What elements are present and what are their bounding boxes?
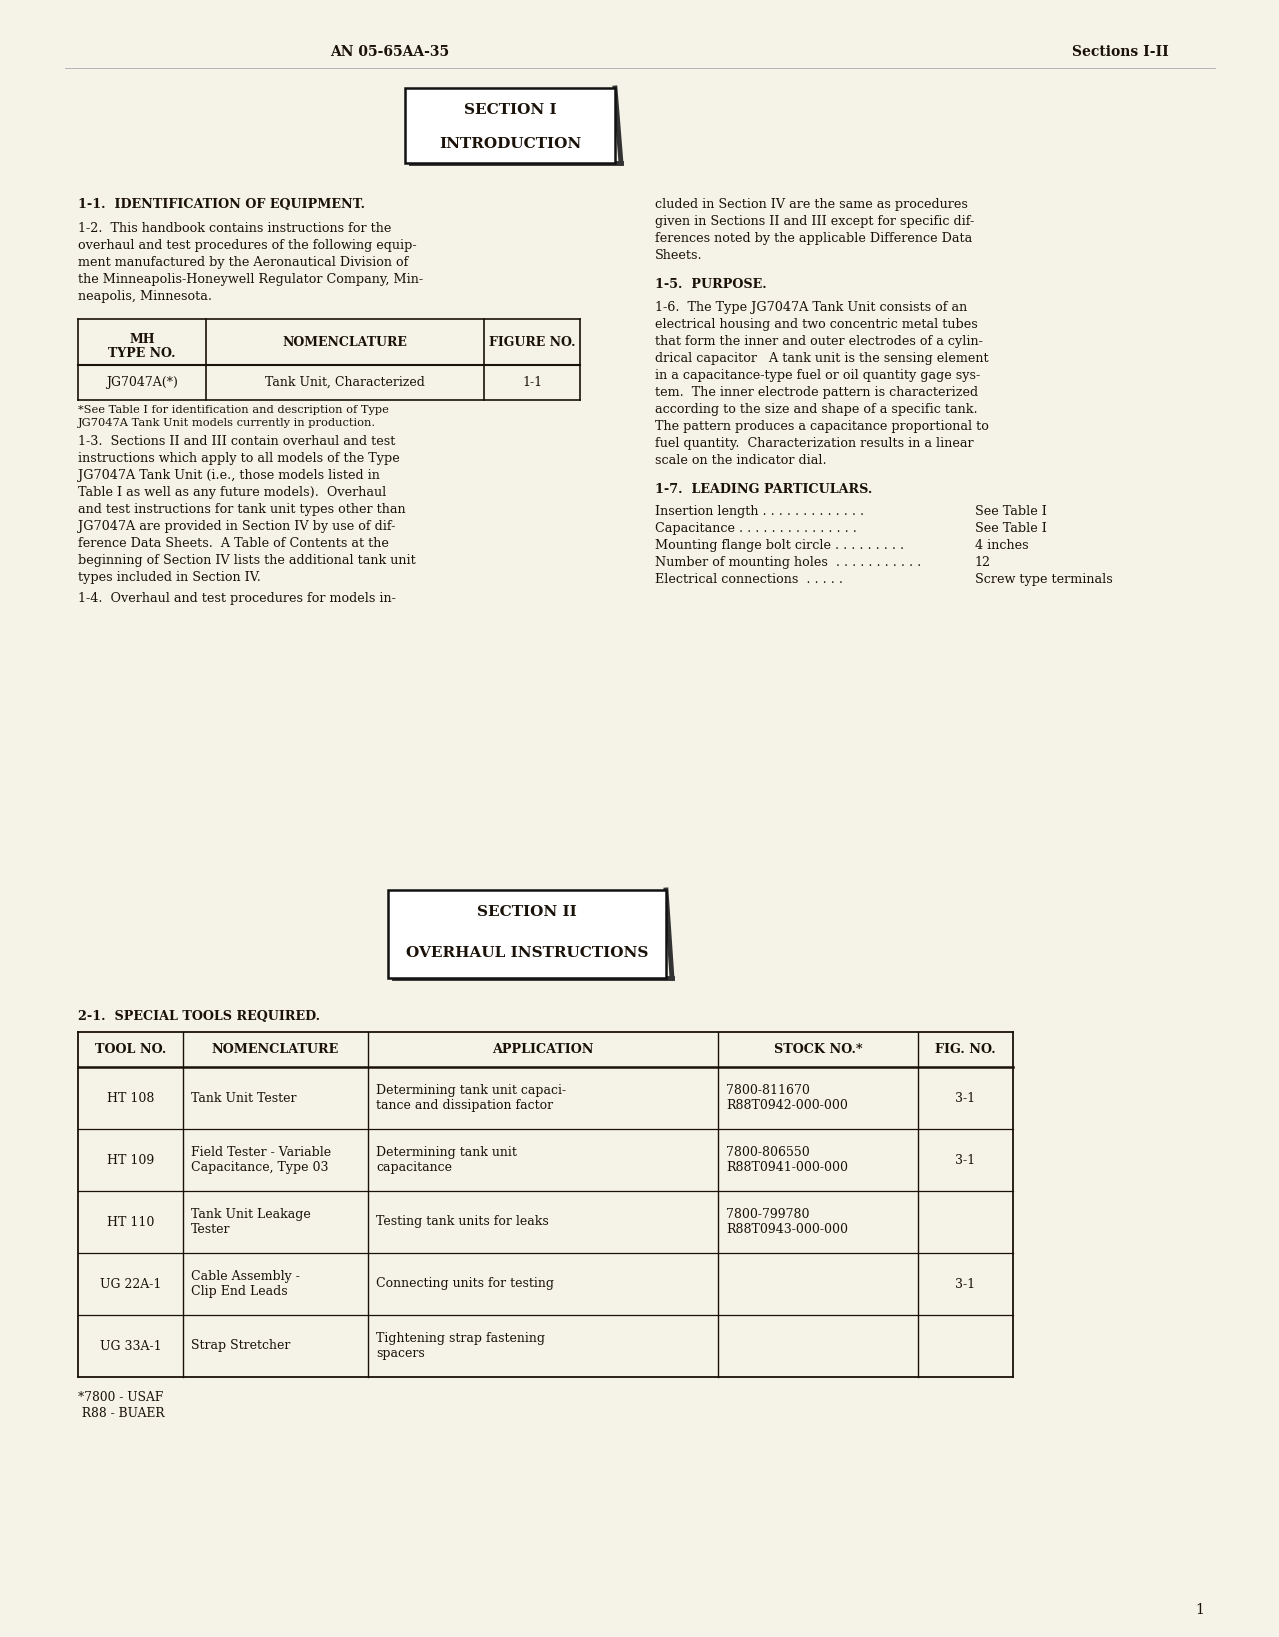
Text: STOCK NO.*: STOCK NO.* bbox=[774, 1043, 862, 1056]
Text: MH: MH bbox=[129, 332, 155, 345]
Text: UG 22A-1: UG 22A-1 bbox=[100, 1277, 161, 1290]
Text: Tightening strap fastening: Tightening strap fastening bbox=[376, 1333, 545, 1346]
Text: the Minneapolis-Honeywell Regulator Company, Min-: the Minneapolis-Honeywell Regulator Comp… bbox=[78, 273, 423, 286]
Text: 4 inches: 4 inches bbox=[975, 539, 1028, 552]
Text: beginning of Section IV lists the additional tank unit: beginning of Section IV lists the additi… bbox=[78, 553, 416, 566]
Text: TOOL NO.: TOOL NO. bbox=[95, 1043, 166, 1056]
Text: Mounting flange bolt circle . . . . . . . . .: Mounting flange bolt circle . . . . . . … bbox=[655, 539, 904, 552]
Text: Insertion length . . . . . . . . . . . . .: Insertion length . . . . . . . . . . . .… bbox=[655, 504, 865, 517]
Text: 1-6.  The Type JG7047A Tank Unit consists of an: 1-6. The Type JG7047A Tank Unit consists… bbox=[655, 301, 967, 314]
Text: UG 33A-1: UG 33A-1 bbox=[100, 1339, 161, 1352]
Text: 3-1: 3-1 bbox=[955, 1092, 976, 1105]
Text: HT 110: HT 110 bbox=[107, 1216, 155, 1228]
Text: Tester: Tester bbox=[191, 1223, 230, 1236]
Text: instructions which apply to all models of the Type: instructions which apply to all models o… bbox=[78, 452, 400, 465]
Text: See Table I: See Table I bbox=[975, 522, 1048, 535]
Text: 2-1.  SPECIAL TOOLS REQUIRED.: 2-1. SPECIAL TOOLS REQUIRED. bbox=[78, 1010, 320, 1023]
Text: JG7047A are provided in Section IV by use of dif-: JG7047A are provided in Section IV by us… bbox=[78, 521, 395, 534]
Text: INTRODUCTION: INTRODUCTION bbox=[439, 138, 581, 151]
Text: ment manufactured by the Aeronautical Division of: ment manufactured by the Aeronautical Di… bbox=[78, 255, 408, 268]
Text: See Table I: See Table I bbox=[975, 504, 1048, 517]
Text: 1-7.  LEADING PARTICULARS.: 1-7. LEADING PARTICULARS. bbox=[655, 483, 872, 496]
Text: 1-1.  IDENTIFICATION OF EQUIPMENT.: 1-1. IDENTIFICATION OF EQUIPMENT. bbox=[78, 198, 365, 211]
Text: FIG. NO.: FIG. NO. bbox=[935, 1043, 996, 1056]
Bar bbox=[388, 891, 666, 977]
Text: *7800 - USAF: *7800 - USAF bbox=[78, 1391, 164, 1405]
Text: R88T0943-000-000: R88T0943-000-000 bbox=[726, 1223, 848, 1236]
Text: Capacitance . . . . . . . . . . . . . . .: Capacitance . . . . . . . . . . . . . . … bbox=[655, 522, 857, 535]
Text: JG7047A Tank Unit (i.e., those models listed in: JG7047A Tank Unit (i.e., those models li… bbox=[78, 468, 380, 481]
Text: SECTION II: SECTION II bbox=[477, 905, 577, 918]
Text: spacers: spacers bbox=[376, 1347, 425, 1360]
Text: Table I as well as any future models).  Overhaul: Table I as well as any future models). O… bbox=[78, 486, 386, 499]
Text: Sheets.: Sheets. bbox=[655, 249, 702, 262]
Text: R88T0941-000-000: R88T0941-000-000 bbox=[726, 1161, 848, 1174]
Text: R88 - BUAER: R88 - BUAER bbox=[78, 1406, 165, 1419]
Text: 1-3.  Sections II and III contain overhaul and test: 1-3. Sections II and III contain overhau… bbox=[78, 435, 395, 449]
Text: Connecting units for testing: Connecting units for testing bbox=[376, 1277, 554, 1290]
Text: Tank Unit Tester: Tank Unit Tester bbox=[191, 1092, 297, 1105]
Text: JG7047A Tank Unit models currently in production.: JG7047A Tank Unit models currently in pr… bbox=[78, 417, 376, 427]
Text: according to the size and shape of a specific tank.: according to the size and shape of a spe… bbox=[655, 403, 977, 416]
Text: Tank Unit, Characterized: Tank Unit, Characterized bbox=[265, 377, 425, 390]
Text: AN 05-65AA-35: AN 05-65AA-35 bbox=[330, 44, 449, 59]
Text: 7800-811670: 7800-811670 bbox=[726, 1084, 810, 1097]
Text: neapolis, Minnesota.: neapolis, Minnesota. bbox=[78, 290, 212, 303]
Text: FIGURE NO.: FIGURE NO. bbox=[489, 336, 576, 349]
Text: scale on the indicator dial.: scale on the indicator dial. bbox=[655, 453, 826, 467]
Text: Electrical connections  . . . . .: Electrical connections . . . . . bbox=[655, 573, 843, 586]
Text: Cable Assembly -: Cable Assembly - bbox=[191, 1270, 299, 1283]
Text: 1-5.  PURPOSE.: 1-5. PURPOSE. bbox=[655, 278, 766, 291]
Text: APPLICATION: APPLICATION bbox=[492, 1043, 593, 1056]
Text: given in Sections II and III except for specific dif-: given in Sections II and III except for … bbox=[655, 214, 975, 228]
Text: 1: 1 bbox=[1196, 1603, 1205, 1617]
Text: that form the inner and outer electrodes of a cylin-: that form the inner and outer electrodes… bbox=[655, 336, 982, 349]
Text: *See Table I for identification and description of Type: *See Table I for identification and desc… bbox=[78, 404, 389, 416]
Text: Determining tank unit: Determining tank unit bbox=[376, 1146, 517, 1159]
Text: types included in Section IV.: types included in Section IV. bbox=[78, 571, 261, 584]
Text: The pattern produces a capacitance proportional to: The pattern produces a capacitance propo… bbox=[655, 421, 989, 434]
Text: 3-1: 3-1 bbox=[955, 1154, 976, 1167]
Text: in a capacitance-type fuel or oil quantity gage sys-: in a capacitance-type fuel or oil quanti… bbox=[655, 368, 980, 381]
Text: Capacitance, Type 03: Capacitance, Type 03 bbox=[191, 1161, 329, 1174]
Text: capacitance: capacitance bbox=[376, 1161, 451, 1174]
Text: HT 108: HT 108 bbox=[107, 1092, 155, 1105]
Text: drical capacitor   A tank unit is the sensing element: drical capacitor A tank unit is the sens… bbox=[655, 352, 989, 365]
Text: ferences noted by the applicable Difference Data: ferences noted by the applicable Differe… bbox=[655, 232, 972, 246]
Text: OVERHAUL INSTRUCTIONS: OVERHAUL INSTRUCTIONS bbox=[405, 946, 648, 959]
Text: ference Data Sheets.  A Table of Contents at the: ference Data Sheets. A Table of Contents… bbox=[78, 537, 389, 550]
Text: and test instructions for tank unit types other than: and test instructions for tank unit type… bbox=[78, 503, 405, 516]
Text: Field Tester - Variable: Field Tester - Variable bbox=[191, 1146, 331, 1159]
Text: tance and dissipation factor: tance and dissipation factor bbox=[376, 1098, 553, 1112]
Text: NOMENCLATURE: NOMENCLATURE bbox=[283, 336, 408, 349]
Bar bbox=[405, 88, 615, 164]
Text: Tank Unit Leakage: Tank Unit Leakage bbox=[191, 1208, 311, 1221]
Text: Testing tank units for leaks: Testing tank units for leaks bbox=[376, 1216, 549, 1228]
Text: Strap Stretcher: Strap Stretcher bbox=[191, 1339, 290, 1352]
Text: Clip End Leads: Clip End Leads bbox=[191, 1285, 288, 1298]
Text: Number of mounting holes  . . . . . . . . . . .: Number of mounting holes . . . . . . . .… bbox=[655, 557, 921, 570]
Text: 1-1: 1-1 bbox=[522, 377, 542, 390]
Text: 3-1: 3-1 bbox=[955, 1277, 976, 1290]
Text: TYPE NO.: TYPE NO. bbox=[109, 347, 175, 360]
Text: Sections I-II: Sections I-II bbox=[1072, 44, 1169, 59]
Text: SECTION I: SECTION I bbox=[464, 103, 556, 116]
Text: electrical housing and two concentric metal tubes: electrical housing and two concentric me… bbox=[655, 318, 977, 331]
Text: Determining tank unit capaci-: Determining tank unit capaci- bbox=[376, 1084, 567, 1097]
Text: HT 109: HT 109 bbox=[107, 1154, 155, 1167]
Text: 1-4.  Overhaul and test procedures for models in-: 1-4. Overhaul and test procedures for mo… bbox=[78, 593, 396, 606]
Text: overhaul and test procedures of the following equip-: overhaul and test procedures of the foll… bbox=[78, 239, 417, 252]
Text: JG7047A(*): JG7047A(*) bbox=[106, 377, 178, 390]
Text: 12: 12 bbox=[975, 557, 991, 570]
Text: 1-2.  This handbook contains instructions for the: 1-2. This handbook contains instructions… bbox=[78, 223, 391, 236]
Text: Screw type terminals: Screw type terminals bbox=[975, 573, 1113, 586]
Text: fuel quantity.  Characterization results in a linear: fuel quantity. Characterization results … bbox=[655, 437, 973, 450]
Text: R88T0942-000-000: R88T0942-000-000 bbox=[726, 1098, 848, 1112]
Text: 7800-799780: 7800-799780 bbox=[726, 1208, 810, 1221]
Text: cluded in Section IV are the same as procedures: cluded in Section IV are the same as pro… bbox=[655, 198, 968, 211]
Text: NOMENCLATURE: NOMENCLATURE bbox=[212, 1043, 339, 1056]
Text: 7800-806550: 7800-806550 bbox=[726, 1146, 810, 1159]
Text: tem.  The inner electrode pattern is characterized: tem. The inner electrode pattern is char… bbox=[655, 386, 978, 399]
